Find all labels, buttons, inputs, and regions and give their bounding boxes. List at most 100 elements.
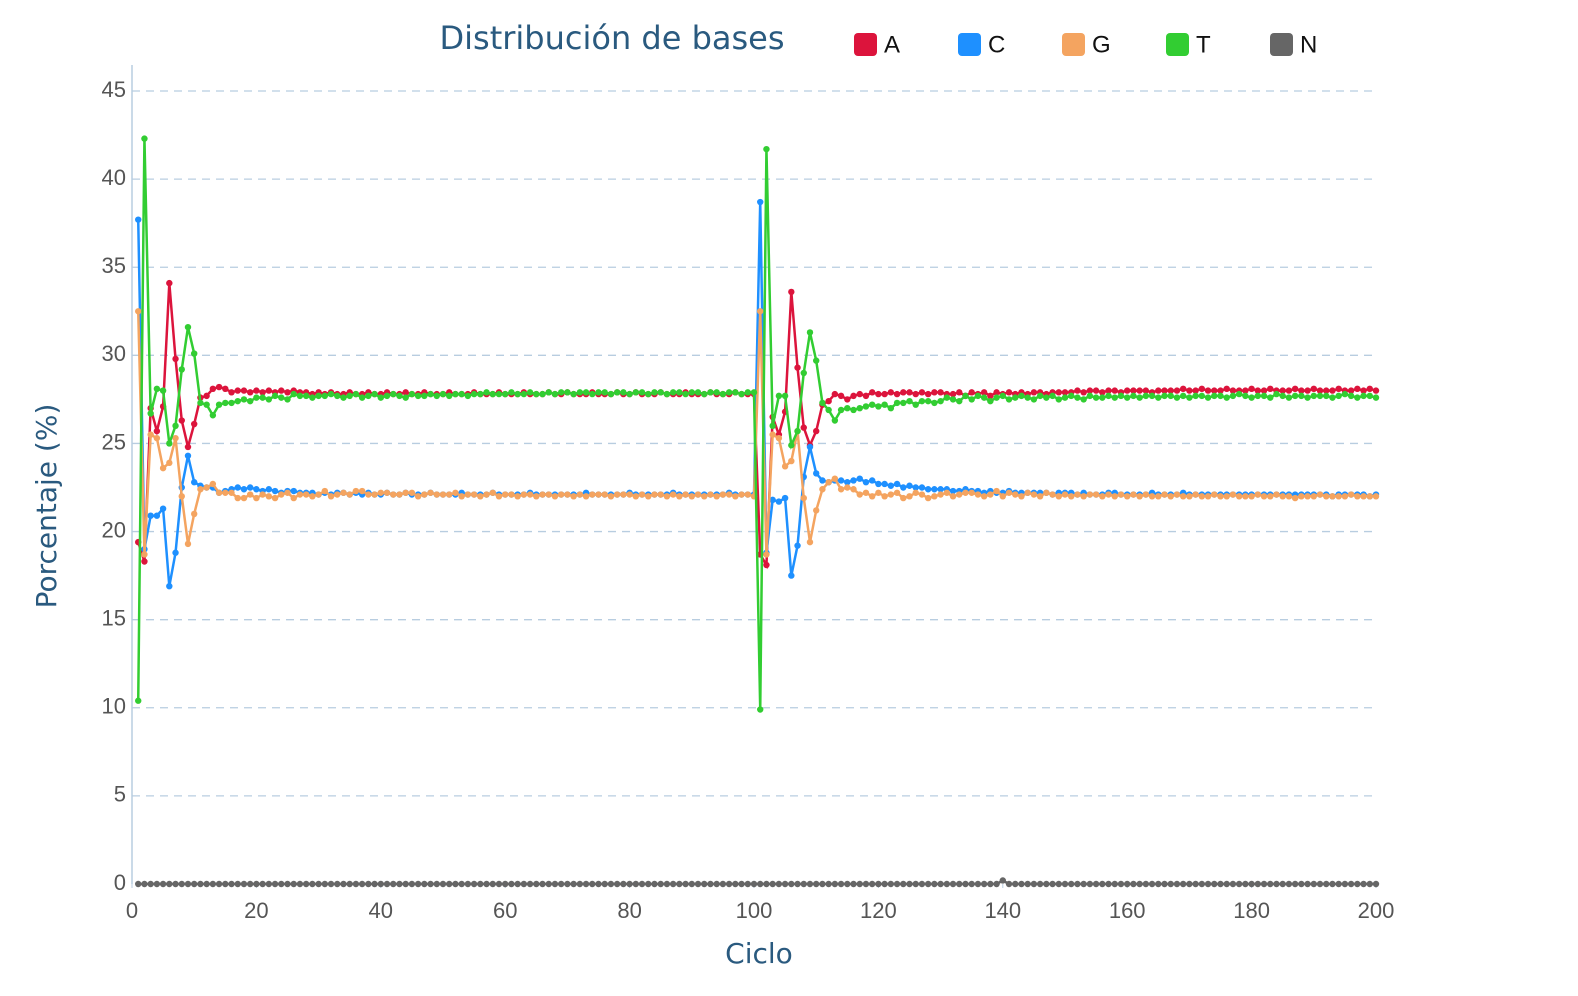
data-point xyxy=(750,389,758,396)
data-point xyxy=(1136,493,1143,500)
data-point xyxy=(253,387,260,394)
data-point xyxy=(1179,493,1187,500)
data-point xyxy=(321,392,329,400)
x-axis-title: Ciclo xyxy=(725,937,793,970)
data-point xyxy=(1229,392,1237,400)
data-point xyxy=(719,491,727,498)
data-point xyxy=(1242,493,1249,500)
data-point xyxy=(539,390,546,398)
data-point xyxy=(396,392,403,400)
data-point xyxy=(1167,392,1174,400)
data-point xyxy=(800,369,807,377)
data-point xyxy=(1068,493,1075,500)
data-point xyxy=(1366,392,1373,400)
data-point xyxy=(1304,387,1311,394)
data-point xyxy=(918,484,926,491)
data-point xyxy=(414,493,422,500)
data-point xyxy=(383,392,391,400)
data-point xyxy=(159,464,167,472)
legend-label: C xyxy=(988,31,1005,58)
data-point xyxy=(1217,387,1224,394)
data-point xyxy=(1086,392,1094,400)
data-point xyxy=(1142,387,1150,394)
data-point xyxy=(893,880,901,888)
data-point xyxy=(265,493,273,500)
data-point xyxy=(1111,493,1118,500)
data-point xyxy=(850,880,857,888)
data-point xyxy=(570,880,577,888)
data-point xyxy=(632,389,640,396)
data-point xyxy=(371,491,378,498)
data-point xyxy=(464,880,472,888)
data-point xyxy=(383,880,391,888)
data-point xyxy=(924,390,932,398)
data-point xyxy=(483,491,490,498)
data-point xyxy=(769,496,776,504)
data-point xyxy=(669,389,677,396)
data-point xyxy=(837,880,845,888)
data-point xyxy=(868,880,876,888)
data-point xyxy=(433,880,440,888)
data-point xyxy=(147,512,154,519)
y-tick-label: 35 xyxy=(102,253,126,278)
data-point xyxy=(707,880,714,888)
data-point xyxy=(719,880,727,888)
data-point xyxy=(321,487,329,495)
data-point xyxy=(153,385,161,393)
data-point xyxy=(1074,394,1081,401)
data-point xyxy=(924,880,932,888)
data-point xyxy=(1117,880,1125,888)
data-point xyxy=(172,880,179,888)
data-point xyxy=(725,880,733,888)
data-point xyxy=(943,489,951,496)
data-point xyxy=(1341,880,1349,888)
data-point xyxy=(613,491,621,498)
data-point xyxy=(439,880,447,888)
data-point xyxy=(1130,491,1137,498)
data-point xyxy=(327,390,335,398)
data-point xyxy=(806,443,814,451)
data-point xyxy=(564,491,571,498)
data-point xyxy=(1130,387,1137,394)
data-point xyxy=(825,880,832,888)
data-point xyxy=(141,135,148,142)
data-point xyxy=(1124,394,1131,401)
data-point xyxy=(1055,396,1062,403)
data-point xyxy=(265,396,273,403)
data-point xyxy=(688,389,695,396)
data-point xyxy=(178,880,185,888)
data-point xyxy=(421,392,428,400)
data-point xyxy=(334,491,341,498)
data-point xyxy=(962,489,969,496)
legend-swatch xyxy=(958,33,981,56)
data-point xyxy=(1099,880,1106,888)
data-point xyxy=(1005,489,1013,496)
data-point xyxy=(931,493,938,500)
data-point xyxy=(912,401,919,408)
data-point xyxy=(1192,880,1199,888)
data-point xyxy=(265,387,273,394)
data-point xyxy=(999,392,1006,400)
data-point xyxy=(794,880,801,888)
data-point xyxy=(508,491,515,498)
data-point xyxy=(1360,493,1367,500)
data-point xyxy=(352,390,360,398)
data-point xyxy=(265,880,273,888)
data-point xyxy=(868,493,876,500)
y-tick-label: 0 xyxy=(114,870,126,895)
data-point xyxy=(271,487,279,495)
data-point xyxy=(1229,491,1237,498)
data-point xyxy=(159,387,167,394)
data-point xyxy=(1049,880,1056,888)
data-point xyxy=(246,484,254,491)
data-point xyxy=(402,389,409,396)
y-tick-label: 40 xyxy=(102,165,126,190)
x-tick-label: 180 xyxy=(1233,898,1270,923)
data-point xyxy=(825,406,832,414)
data-point xyxy=(1298,880,1305,888)
data-point xyxy=(1235,880,1243,888)
data-point xyxy=(1298,387,1305,394)
data-point xyxy=(1279,387,1286,394)
data-point xyxy=(570,390,577,398)
data-point xyxy=(800,424,807,431)
